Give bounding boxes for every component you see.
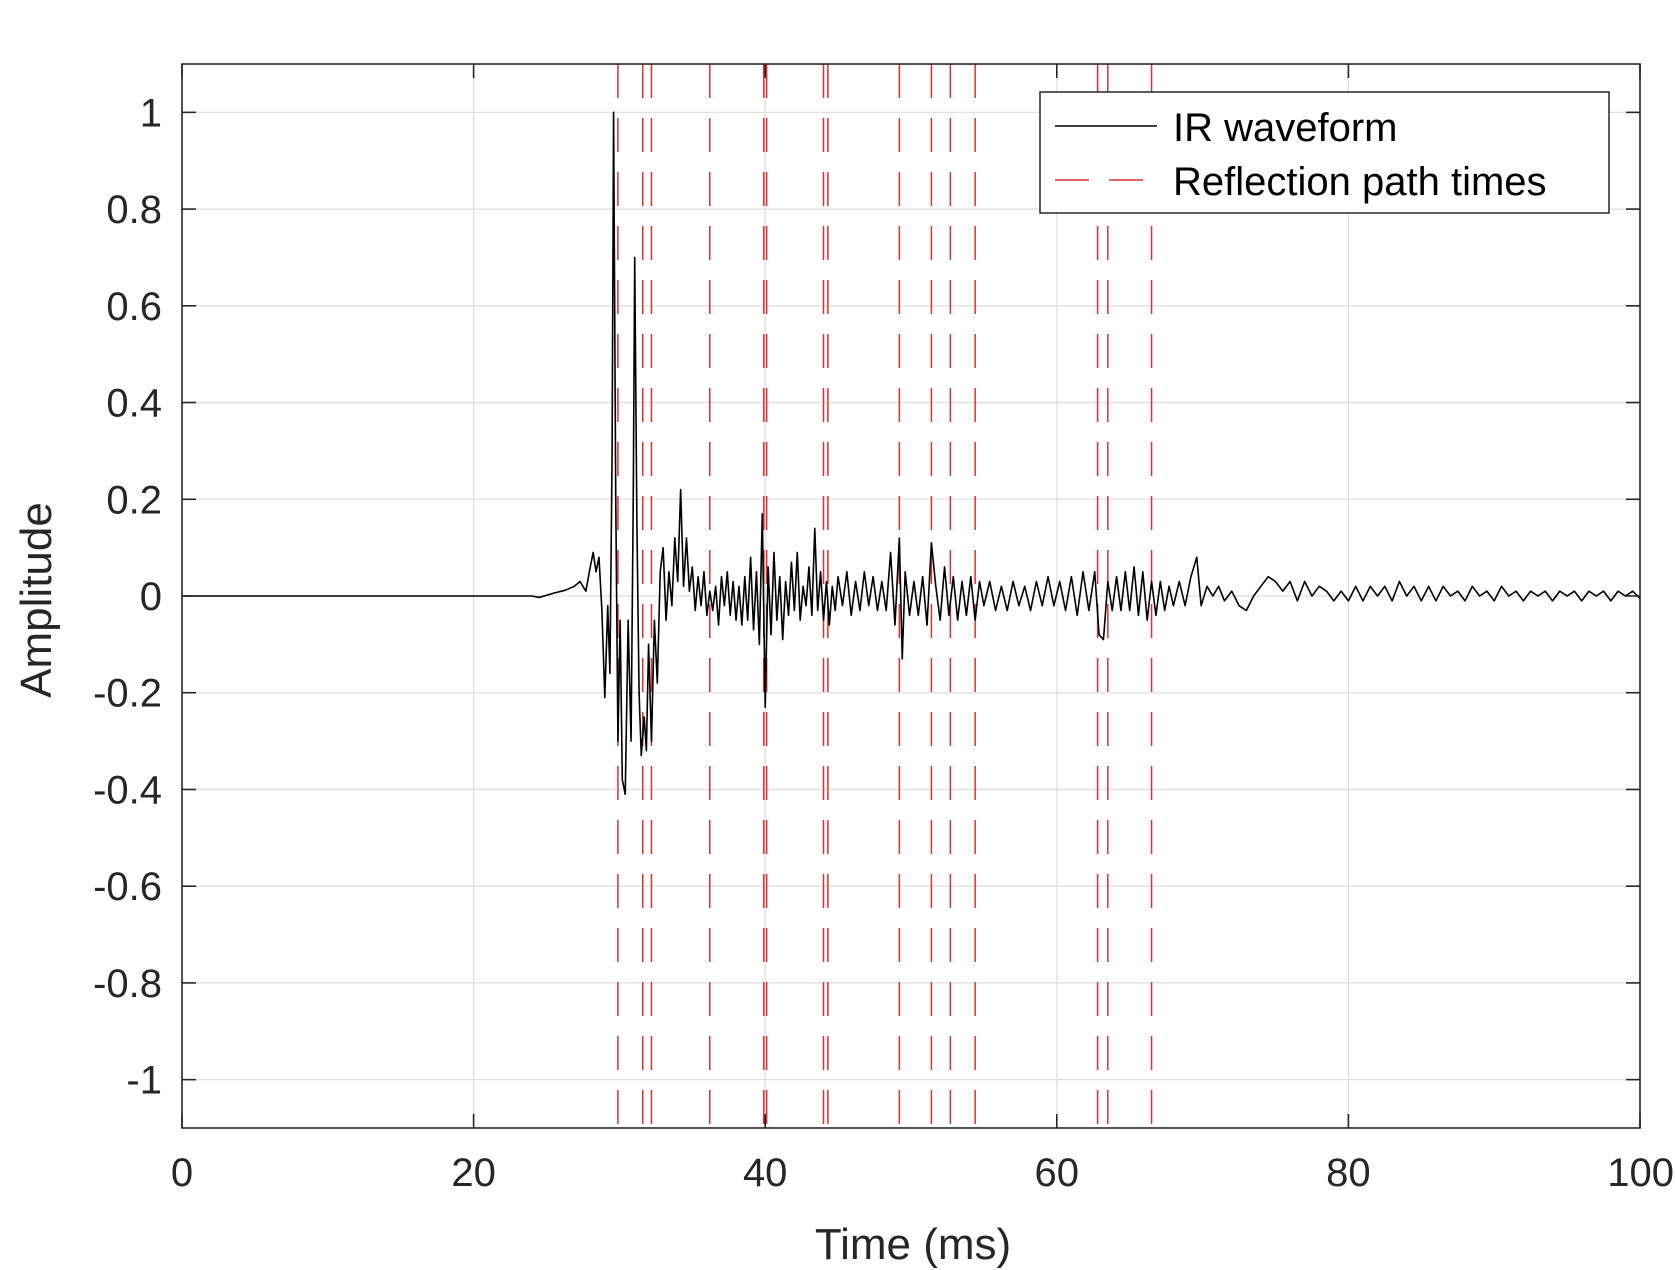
x-tick-label-3: 60: [1035, 1151, 1080, 1195]
x-tick-label-2: 40: [743, 1151, 788, 1195]
x-tick-label-4: 80: [1326, 1151, 1371, 1195]
y-tick-label-0: 1: [140, 91, 162, 135]
y-tick-label-6: -0.2: [93, 672, 162, 716]
x-tick-label-1: 20: [451, 1151, 496, 1195]
y-tick-label-1: 0.8: [106, 188, 162, 232]
y-tick-label-4: 0.2: [106, 478, 162, 522]
legend-label-reflections: Reflection path times: [1173, 160, 1547, 204]
y-tick-label-8: -0.6: [93, 865, 162, 909]
x-tick-label-0: 0: [171, 1151, 193, 1195]
x-axis-label: Time (ms): [815, 1220, 1011, 1269]
y-tick-label-5: 0: [140, 575, 162, 619]
x-tick-label-5: 100: [1607, 1151, 1674, 1195]
waveform: [182, 111, 1641, 796]
reflection-lines: [617, 64, 1153, 1128]
axes: [181, 63, 1641, 1129]
y-tick-label-3: 0.4: [106, 382, 162, 426]
grid: [182, 64, 1640, 1128]
legend-box: [1039, 91, 1610, 214]
legend-label-waveform: IR waveform: [1173, 106, 1398, 150]
y-tick-label-7: -0.4: [93, 768, 162, 812]
y-axis-label: Amplitude: [12, 502, 61, 698]
y-tick-label-10: -1: [126, 1059, 162, 1103]
y-tick-label-9: -0.8: [93, 962, 162, 1006]
legend: IR waveform Reflection path times: [1039, 91, 1610, 214]
waveform-line: [182, 111, 1641, 796]
y-tick-label-2: 0.6: [106, 285, 162, 329]
tick-labels: 0 20 40 60 80 100 1 0.8 0.6 0.4 0.2 0 -0.2 -0.4 -0.6 -0…: [93, 91, 1674, 1195]
